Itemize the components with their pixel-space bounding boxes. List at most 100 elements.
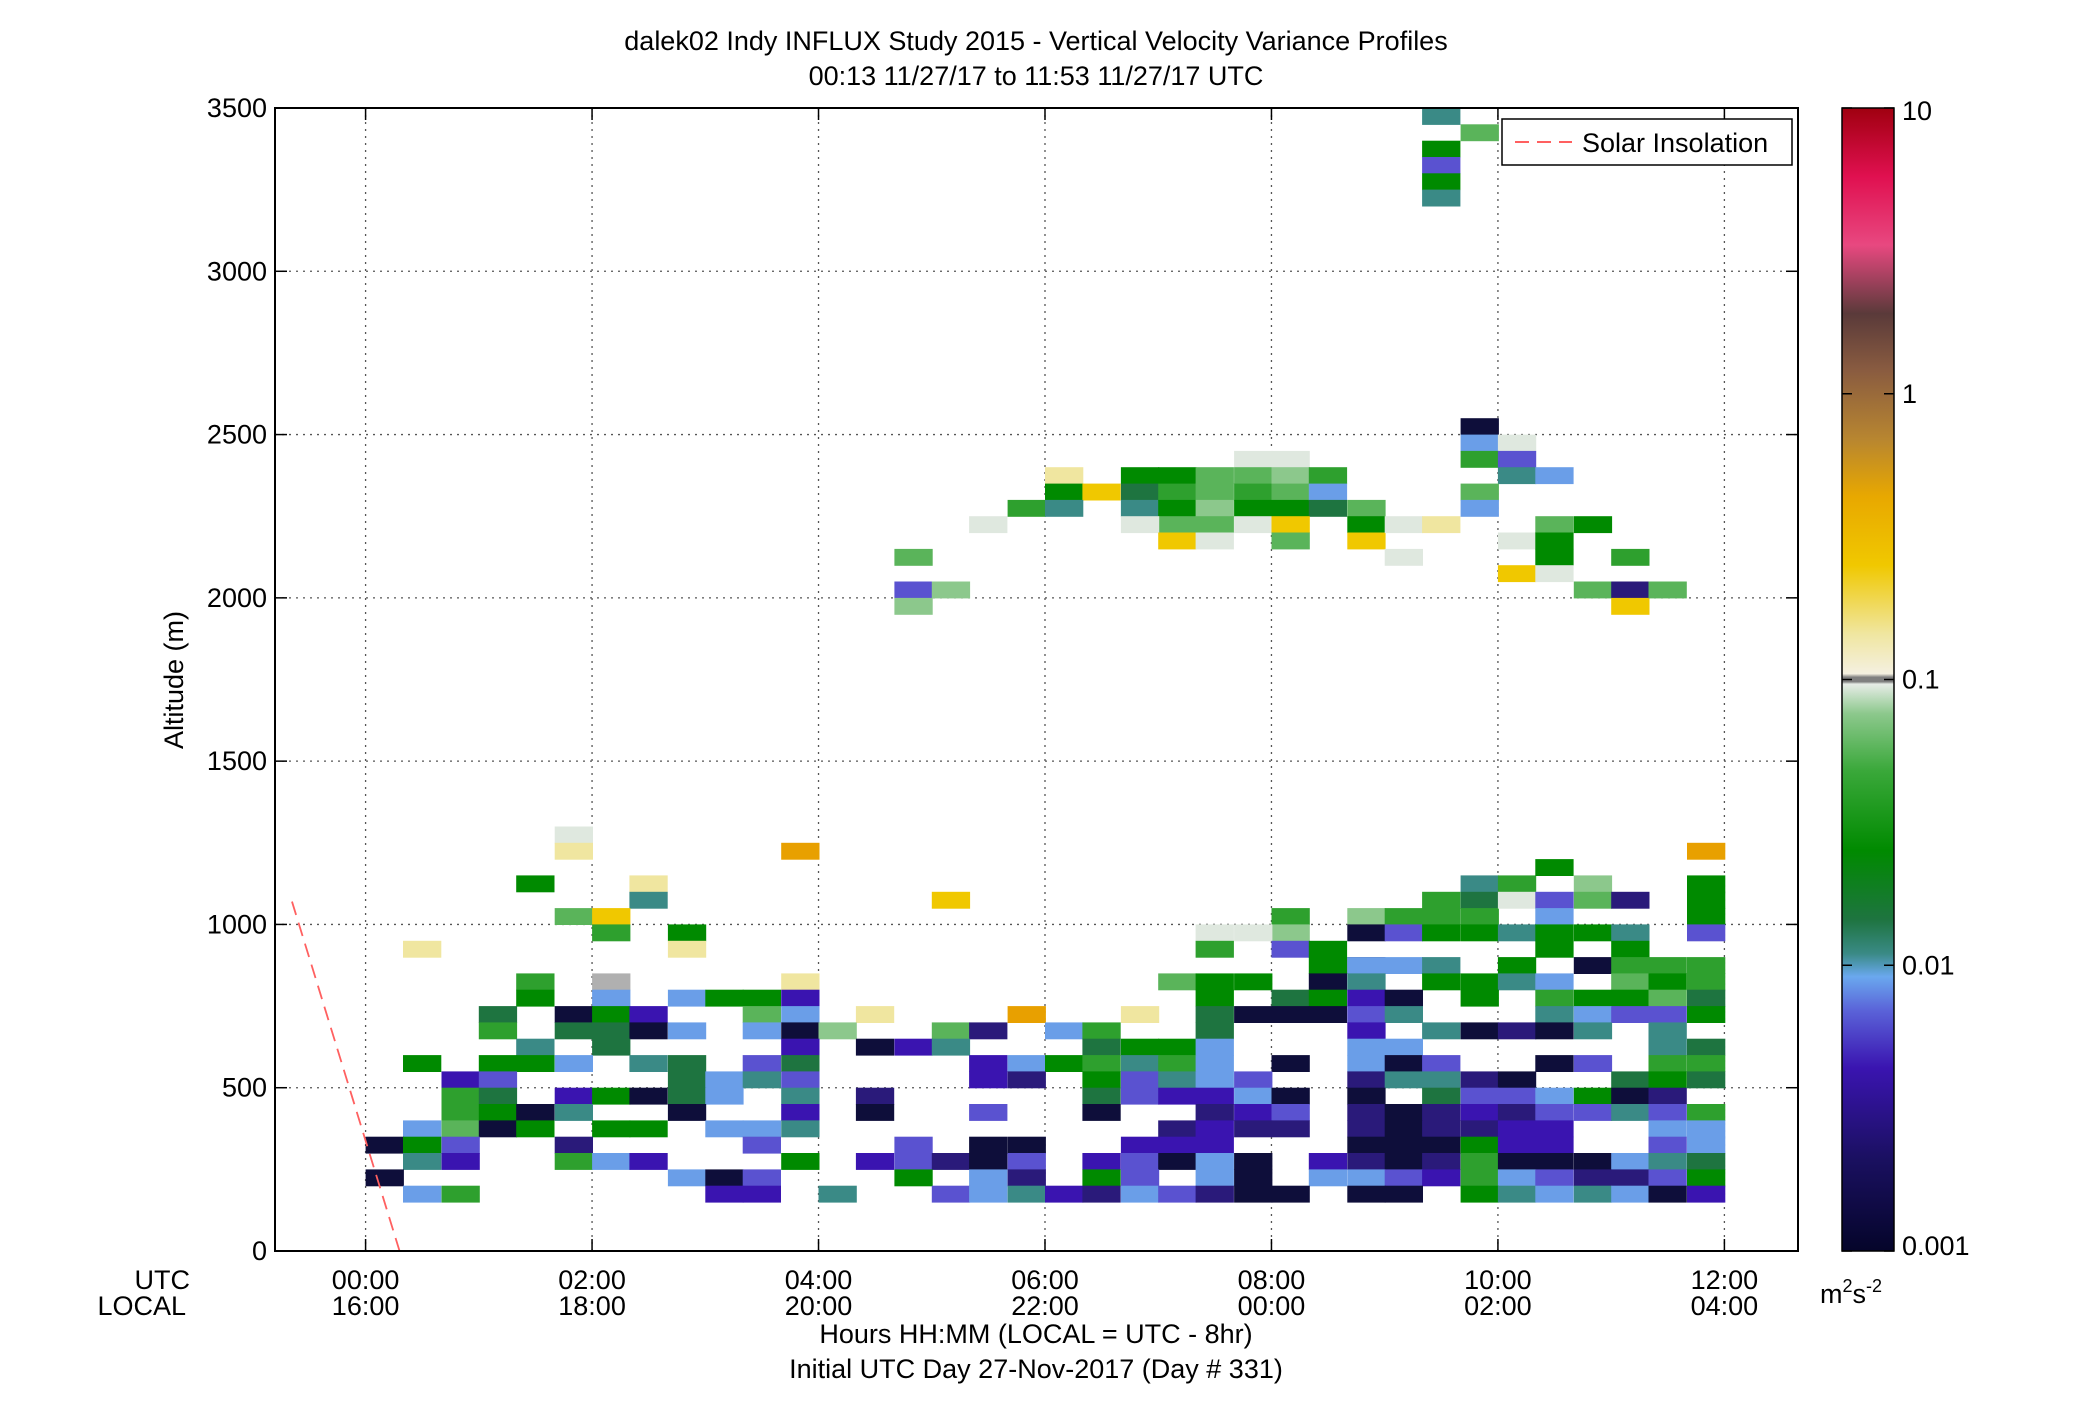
heatmap-cell bbox=[1422, 1120, 1461, 1138]
heatmap-cell bbox=[1687, 1104, 1726, 1121]
heatmap-cell bbox=[855, 1104, 895, 1121]
heatmap-cell bbox=[1120, 1071, 1160, 1089]
plot-frame bbox=[274, 107, 1799, 1252]
heatmap-cell bbox=[1271, 940, 1310, 958]
heatmap-cell bbox=[629, 1055, 668, 1072]
heatmap-cell bbox=[365, 1169, 404, 1187]
heatmap-cell bbox=[1347, 1006, 1386, 1023]
heatmap-cell bbox=[1687, 1006, 1726, 1023]
heatmap-cell bbox=[1195, 1006, 1234, 1023]
heatmap-cell bbox=[1573, 1104, 1613, 1121]
heatmap-cell bbox=[365, 1136, 404, 1154]
heatmap-cell bbox=[1007, 1185, 1046, 1203]
heatmap-cell bbox=[1234, 1104, 1273, 1121]
heatmap-cell bbox=[1308, 1153, 1348, 1170]
heatmap-cell bbox=[1535, 1087, 1574, 1105]
heatmap-cell bbox=[1611, 957, 1650, 974]
heatmap-cell bbox=[1120, 516, 1160, 534]
heatmap-cell bbox=[1195, 1038, 1234, 1056]
heatmap-cell bbox=[1535, 1006, 1574, 1023]
heatmap-cell bbox=[478, 1022, 518, 1040]
heatmap-cell bbox=[1347, 1169, 1386, 1187]
heatmap-cell bbox=[667, 1055, 707, 1072]
heatmap-cell bbox=[1158, 532, 1197, 550]
heatmap-cell bbox=[1573, 924, 1613, 942]
colorbar-tick-label: 0.01 bbox=[1902, 950, 1955, 980]
x-tick-label-local: 16:00 bbox=[332, 1291, 400, 1321]
heatmap-cell bbox=[554, 1087, 593, 1105]
axis-ticks: 00:0016:0002:0018:0004:0020:0006:0022:00… bbox=[207, 93, 1798, 1321]
heatmap-cell bbox=[1422, 1153, 1461, 1170]
heatmap-cell bbox=[1308, 989, 1348, 1007]
heatmap-cell bbox=[441, 1153, 480, 1170]
heatmap-cell bbox=[1535, 548, 1574, 566]
heatmap-cell bbox=[1573, 1055, 1613, 1072]
heatmap-cell bbox=[818, 1022, 857, 1040]
heatmap-cell bbox=[1422, 973, 1461, 991]
heatmap-cell bbox=[1158, 1185, 1197, 1203]
heatmap-cell bbox=[1611, 1104, 1650, 1121]
heatmap-cell bbox=[781, 1153, 820, 1170]
heatmap-cell bbox=[629, 1153, 668, 1170]
heatmap-cell bbox=[1347, 532, 1386, 550]
heatmap-cell bbox=[1234, 1120, 1273, 1138]
heatmap-cell bbox=[592, 1006, 631, 1023]
heatmap-cell bbox=[1422, 1104, 1461, 1121]
heatmap-cell bbox=[1271, 483, 1310, 501]
heatmap-cell bbox=[516, 1038, 555, 1056]
heatmap-cell bbox=[1648, 957, 1687, 974]
solar-insolation-layer bbox=[291, 901, 401, 1251]
heatmap-cell bbox=[894, 1169, 933, 1187]
y-tick-label: 2500 bbox=[207, 420, 267, 450]
heatmap-cell bbox=[1611, 597, 1650, 615]
heatmap-cell bbox=[969, 1022, 1008, 1040]
heatmap-cell bbox=[1347, 973, 1386, 991]
heatmap-cell bbox=[1120, 1055, 1160, 1072]
heatmap-cell bbox=[1497, 467, 1537, 485]
heatmap-cell bbox=[1195, 1120, 1234, 1138]
heatmap-cell bbox=[1687, 1055, 1726, 1072]
heatmap-cell bbox=[1271, 1185, 1310, 1203]
heatmap-cell bbox=[1347, 1136, 1386, 1154]
heatmap-cell bbox=[1535, 891, 1574, 909]
heatmap-cell bbox=[1687, 891, 1726, 909]
heatmap-cell bbox=[441, 1087, 480, 1105]
x-tick-label-local: 22:00 bbox=[1011, 1291, 1079, 1321]
heatmap-cell bbox=[1611, 1071, 1650, 1089]
heatmap-cell bbox=[1648, 1185, 1687, 1203]
colorbar-tick-label: 0.1 bbox=[1902, 665, 1940, 695]
heatmap-cell bbox=[1460, 434, 1499, 452]
heatmap-cell bbox=[1234, 1071, 1273, 1089]
heatmap-cell bbox=[1120, 467, 1160, 485]
heatmap-cell bbox=[403, 1185, 442, 1203]
heatmap-cell bbox=[781, 1104, 820, 1121]
heatmap-cell bbox=[742, 1136, 781, 1154]
y-tick-label: 3000 bbox=[207, 256, 267, 286]
heatmap-cell bbox=[1687, 957, 1726, 974]
colorbar-tick-label: 0.001 bbox=[1902, 1231, 1970, 1261]
heatmap-cell bbox=[931, 1185, 971, 1203]
heatmap-cell bbox=[1611, 891, 1650, 909]
heatmap-cell bbox=[1347, 1038, 1386, 1056]
heatmap-cell bbox=[1648, 989, 1687, 1007]
heatmap-cell bbox=[1497, 532, 1537, 550]
heatmap-cell bbox=[1082, 483, 1121, 501]
heatmap-cell bbox=[742, 1120, 781, 1138]
heatmap-cell bbox=[1422, 957, 1461, 974]
heatmap-cell bbox=[1611, 1006, 1650, 1023]
heatmap-cell bbox=[1497, 875, 1537, 893]
heatmap-cell bbox=[592, 973, 631, 991]
heatmap-cell bbox=[441, 1071, 480, 1089]
heatmap-cell bbox=[1648, 1071, 1687, 1089]
heatmap-cell bbox=[1573, 1153, 1613, 1170]
heatmap-cell bbox=[592, 908, 631, 925]
heatmap-cell bbox=[1422, 1055, 1461, 1072]
heatmap-cell bbox=[1007, 1169, 1046, 1187]
heatmap-cell bbox=[1535, 859, 1574, 876]
heatmap-cell bbox=[1611, 940, 1650, 958]
heatmap-cell bbox=[1158, 973, 1197, 991]
heatmap-cell bbox=[781, 973, 820, 991]
heatmap-cell bbox=[969, 1104, 1008, 1121]
heatmap-cell bbox=[705, 1185, 744, 1203]
heatmap-cell bbox=[1308, 973, 1348, 991]
